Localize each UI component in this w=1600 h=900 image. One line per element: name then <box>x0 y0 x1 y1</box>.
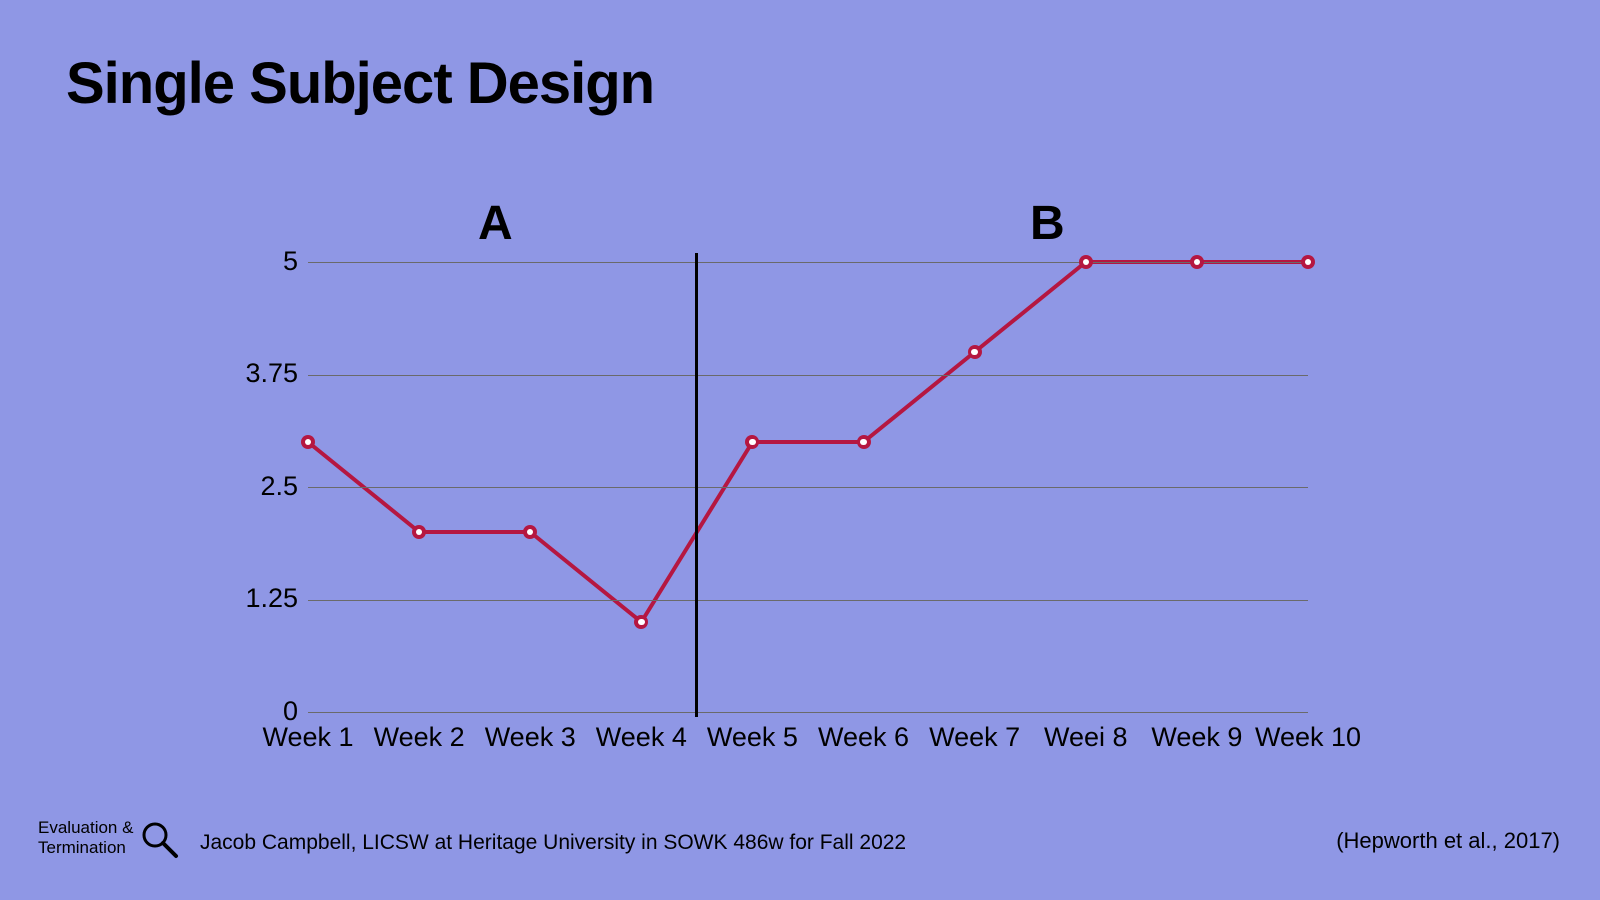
data-point-inner <box>749 439 755 445</box>
footer-icon-label-top: Evaluation & <box>38 818 133 838</box>
gridline <box>308 487 1308 488</box>
chart-container: 01.252.53.755 Week 1Week 2Week 3Week 4We… <box>0 0 1600 900</box>
data-point-inner <box>860 439 866 445</box>
gridline <box>308 262 1308 263</box>
gridline <box>308 375 1308 376</box>
footer-text: Jacob Campbell, LICSW at Heritage Univer… <box>200 831 906 855</box>
data-point-inner <box>638 619 644 625</box>
footer-icon-label-bottom: Termination <box>38 838 126 858</box>
y-tick-label: 5 <box>208 246 298 277</box>
y-tick-label: 1.25 <box>208 583 298 614</box>
data-point-inner <box>971 349 977 355</box>
x-tick-label: Weei 8 <box>1031 722 1141 753</box>
phase-divider <box>695 253 698 717</box>
y-tick-label: 3.75 <box>208 358 298 389</box>
x-tick-label: Week 9 <box>1142 722 1252 753</box>
gridline <box>308 600 1308 601</box>
gridline <box>308 712 1308 713</box>
x-tick-label: Week 7 <box>920 722 1030 753</box>
x-tick-label: Week 10 <box>1253 722 1363 753</box>
citation-text: (Hepworth et al., 2017) <box>1336 828 1560 854</box>
x-tick-label: Week 6 <box>809 722 919 753</box>
data-point-inner <box>1083 259 1089 265</box>
plot-area <box>308 262 1308 712</box>
y-tick-label: 2.5 <box>208 471 298 502</box>
footer: Evaluation & Termination Jacob Campbell,… <box>38 820 906 866</box>
magnifier-icon: Evaluation & Termination <box>38 820 188 866</box>
x-tick-label: Week 4 <box>586 722 696 753</box>
x-tick-label: Week 1 <box>253 722 363 753</box>
x-tick-label: Week 3 <box>475 722 585 753</box>
x-tick-label: Week 5 <box>697 722 807 753</box>
x-tick-label: Week 2 <box>364 722 474 753</box>
